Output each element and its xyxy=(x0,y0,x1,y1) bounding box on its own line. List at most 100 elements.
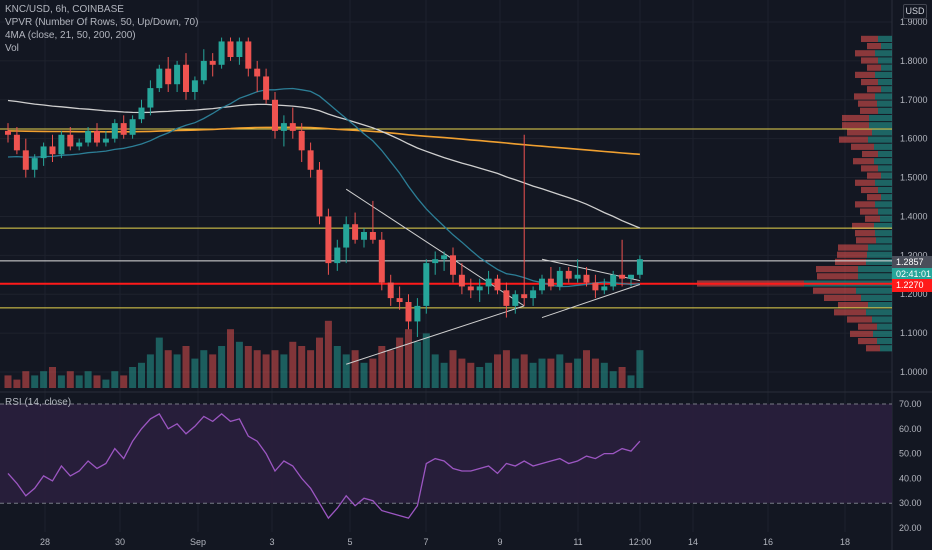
candle-body xyxy=(120,123,127,135)
volume-bar xyxy=(600,362,608,388)
volume-bar xyxy=(627,375,635,388)
triangle-lower-line xyxy=(346,305,525,365)
vpvr-down-bar xyxy=(865,215,880,222)
rsi-indicator-label[interactable]: RSI (14, close) xyxy=(5,397,72,408)
vpvr-up-bar xyxy=(875,71,892,78)
volume-bar xyxy=(529,362,537,388)
candle-body xyxy=(361,232,367,240)
vpvr-up-bar xyxy=(875,179,892,186)
rsi-tick-label: 70.00 xyxy=(899,399,922,409)
axes: 1.9000 1.8000 1.7000 1.6000 1.5000 1.4000 1.30… xyxy=(40,17,928,547)
vpvr-up-bar xyxy=(877,100,892,107)
volume-bar xyxy=(396,337,404,388)
volume-indicator-label[interactable]: Vol xyxy=(5,43,19,54)
volume-bar xyxy=(57,375,65,388)
volume-bar xyxy=(191,358,199,388)
volume-bar xyxy=(227,329,234,388)
volume-bar xyxy=(271,350,279,388)
candle-body xyxy=(209,60,216,65)
volume-bar xyxy=(618,367,626,388)
vpvr-up-bar xyxy=(878,57,892,64)
vpvr-down-bar xyxy=(855,230,875,237)
candle-body xyxy=(592,282,599,291)
last-price-tag: 1.2857 xyxy=(892,256,932,269)
vpvr-up-bar xyxy=(868,136,892,143)
candle-body xyxy=(325,216,332,264)
candle-body xyxy=(369,232,376,240)
volume-bar xyxy=(13,379,21,388)
vpvr-down-bar xyxy=(824,294,861,301)
vpvr-up-bar xyxy=(858,266,892,273)
candle-body xyxy=(129,119,136,135)
vpvr-up-bar xyxy=(878,78,892,86)
candle-body xyxy=(31,158,38,170)
volume-bar xyxy=(431,354,439,388)
volume-bar xyxy=(360,362,368,388)
vpvr-down-bar xyxy=(816,266,858,273)
price-tick-label: 1.7000 xyxy=(900,95,928,105)
candle-body xyxy=(423,263,430,306)
candle-body xyxy=(76,142,83,147)
candle-body xyxy=(183,64,189,92)
rsi-tick-label: 60.00 xyxy=(899,424,922,434)
volume-bar xyxy=(547,358,555,388)
candle-body xyxy=(556,270,563,287)
vpvr-up-bar xyxy=(881,194,892,201)
volume-bar xyxy=(583,350,590,388)
vpvr-up-bar xyxy=(874,143,892,150)
time-tick-label: 14 xyxy=(688,537,698,547)
candle-body xyxy=(521,294,528,299)
vpvr-up-bar xyxy=(878,165,892,172)
price-tick-label: 1.9000 xyxy=(900,17,928,27)
vpvr-down-bar xyxy=(855,179,875,186)
vpvr-up-bar xyxy=(869,114,892,122)
volume-bar xyxy=(458,358,466,388)
candle-body xyxy=(539,278,545,291)
volume-bar xyxy=(387,350,395,388)
ma-indicator-label[interactable]: 4MA (close, 21, 50, 200, 200) xyxy=(5,30,136,41)
candle-body xyxy=(5,130,11,135)
vpvr-up-bar xyxy=(881,86,892,93)
volume-bar xyxy=(298,346,306,388)
time-tick-label: 16 xyxy=(763,537,773,547)
time-tick-label: 7 xyxy=(423,537,428,547)
rsi-line xyxy=(7,413,641,520)
vpvr-up-bar xyxy=(880,345,892,352)
price-tick-label: 1.3000 xyxy=(900,250,928,260)
volume-bar xyxy=(405,329,412,388)
vpvr-down-bar xyxy=(856,237,876,244)
time-tick-label: 12:00 xyxy=(629,537,652,547)
volume-bar xyxy=(155,337,163,388)
vpvr-down-bar xyxy=(860,107,878,114)
candle-body xyxy=(227,41,234,57)
time-tick-label: 11 xyxy=(573,537,582,547)
volume-bar xyxy=(316,337,323,388)
vpvr-up-bar xyxy=(867,251,892,258)
vpvr-up-bar xyxy=(866,309,892,316)
volume-bar xyxy=(4,375,12,388)
volume-bar xyxy=(467,362,475,388)
currency-badge[interactable]: USD xyxy=(903,4,927,19)
price-tick-label: 1.2000 xyxy=(900,289,928,299)
candle-body xyxy=(254,68,261,77)
vpvr-up-bar xyxy=(880,215,892,222)
volume-bar xyxy=(173,354,181,388)
volume-bar xyxy=(476,367,484,388)
time-tick-label: 9 xyxy=(497,537,502,547)
candle-body xyxy=(236,41,243,57)
volume-bar xyxy=(440,362,448,388)
vpvr-down-bar xyxy=(861,78,878,86)
vpvr-down-bar xyxy=(842,114,869,122)
volume-bar xyxy=(93,375,101,388)
vpvr-indicator-label[interactable]: VPVR (Number Of Rows, 50, Up/Down, 70) xyxy=(5,17,199,28)
volume-bar xyxy=(75,375,83,388)
vpvr-up-bar xyxy=(874,158,892,165)
symbol-title[interactable]: KNC/USD, 6h, COINBASE xyxy=(5,4,124,15)
candle-body xyxy=(547,278,554,287)
volume-bar xyxy=(49,367,56,388)
ma-21-line xyxy=(7,87,640,288)
price-tick-label: 1.5000 xyxy=(900,173,928,183)
wedge-lower-line xyxy=(541,284,641,319)
volume-bar xyxy=(164,350,172,388)
